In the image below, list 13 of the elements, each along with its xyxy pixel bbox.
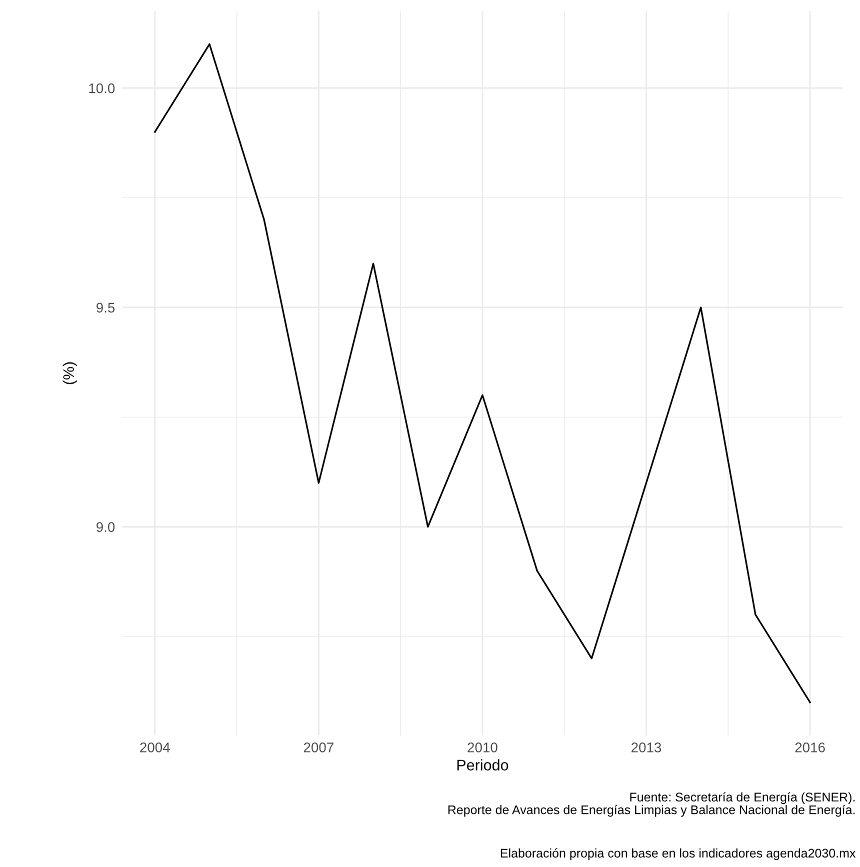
x-tick-label: 2013 [632, 742, 662, 752]
x-tick-label: 2007 [304, 742, 334, 752]
x-tick-label: 2004 [140, 742, 170, 752]
x-axis-title: Periodo [457, 759, 508, 770]
y-tick-label: 9.0 [96, 522, 115, 532]
line-series [154, 43, 811, 704]
y-axis-title: (%) [62, 362, 78, 384]
y-tick-label: 9.5 [96, 302, 115, 313]
x-tick-label: 2010 [468, 742, 498, 752]
text: Elaboración propia con base en los indicadores agenda2030.mx [500, 848, 856, 860]
x-tick-label: 2016 [795, 742, 825, 752]
y-tick-label: 10.0 [89, 83, 115, 94]
source-note: Fuente: Secretaría de Energía (SENER). Reporte de Avances de Energías Limpias y Balance Nacional de Energía. [448, 792, 855, 817]
